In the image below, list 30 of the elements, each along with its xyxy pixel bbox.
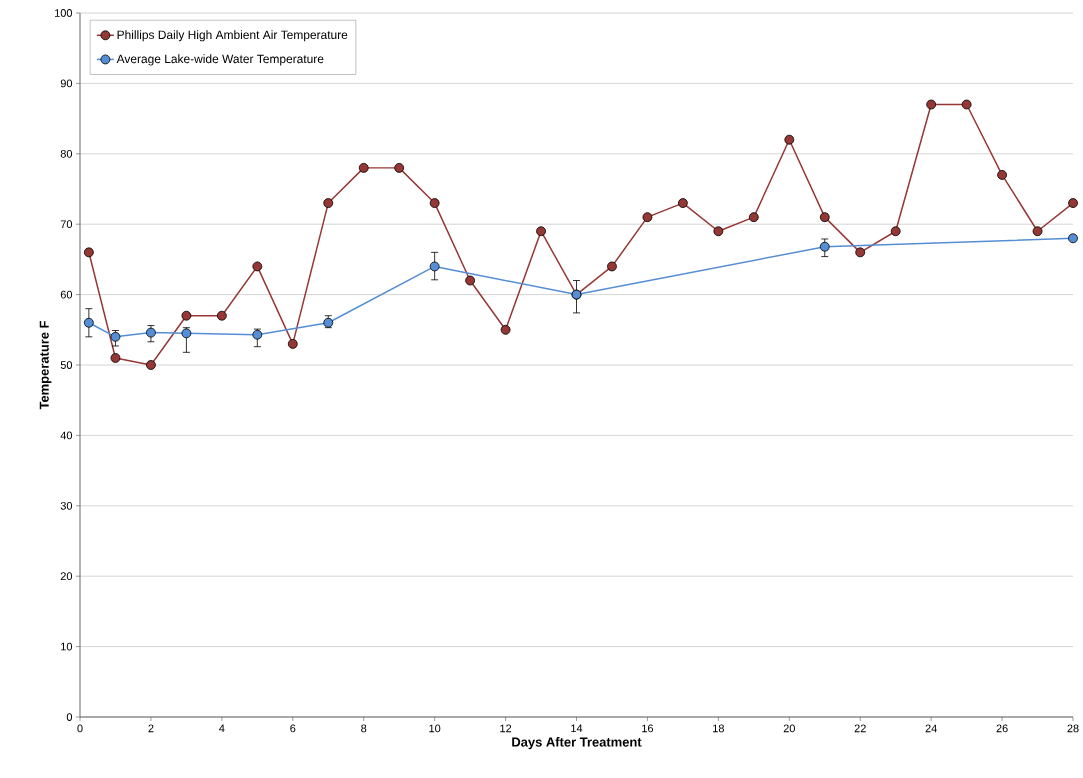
legend-label: Average Lake-wide Water Temperature — [116, 54, 324, 66]
y-axis-title: Temperature F — [39, 320, 52, 410]
y-tick-label: 30 — [60, 501, 73, 510]
x-tick-label: 8 — [361, 724, 367, 733]
x-tick-label: 4 — [219, 724, 225, 733]
y-tick-label: 100 — [55, 9, 73, 17]
y-tick-label: 40 — [60, 431, 73, 440]
y-tick-label: 10 — [61, 642, 73, 651]
x-tick-label: 16 — [642, 724, 654, 733]
y-tick-label: 90 — [60, 79, 73, 88]
x-tick-label: 12 — [500, 724, 512, 733]
y-tick-label: 0 — [66, 713, 73, 721]
y-tick-label: 70 — [60, 220, 73, 229]
legend-label: Phillips Daily High Ambient Air Temperature — [117, 30, 348, 42]
x-tick-label: 18 — [713, 724, 724, 733]
x-tick-label: 14 — [571, 724, 583, 733]
x-tick-label: 10 — [429, 724, 441, 733]
x-tick-label: 2 — [148, 724, 154, 733]
x-tick-label: 28 — [1067, 724, 1079, 733]
x-axis-title: Days After Treatment — [512, 737, 642, 750]
x-tick-label: 0 — [77, 724, 83, 733]
x-tick-label: 24 — [925, 724, 937, 733]
y-tick-label: 60 — [60, 290, 73, 299]
x-tick-label: 6 — [290, 724, 296, 733]
y-tick-label: 20 — [60, 572, 73, 581]
x-tick-label: 26 — [996, 724, 1008, 733]
y-tick-label: 50 — [60, 361, 73, 369]
x-tick-label: 22 — [854, 724, 866, 733]
y-tick-label: 80 — [60, 149, 73, 158]
x-tick-label: 20 — [783, 724, 795, 733]
